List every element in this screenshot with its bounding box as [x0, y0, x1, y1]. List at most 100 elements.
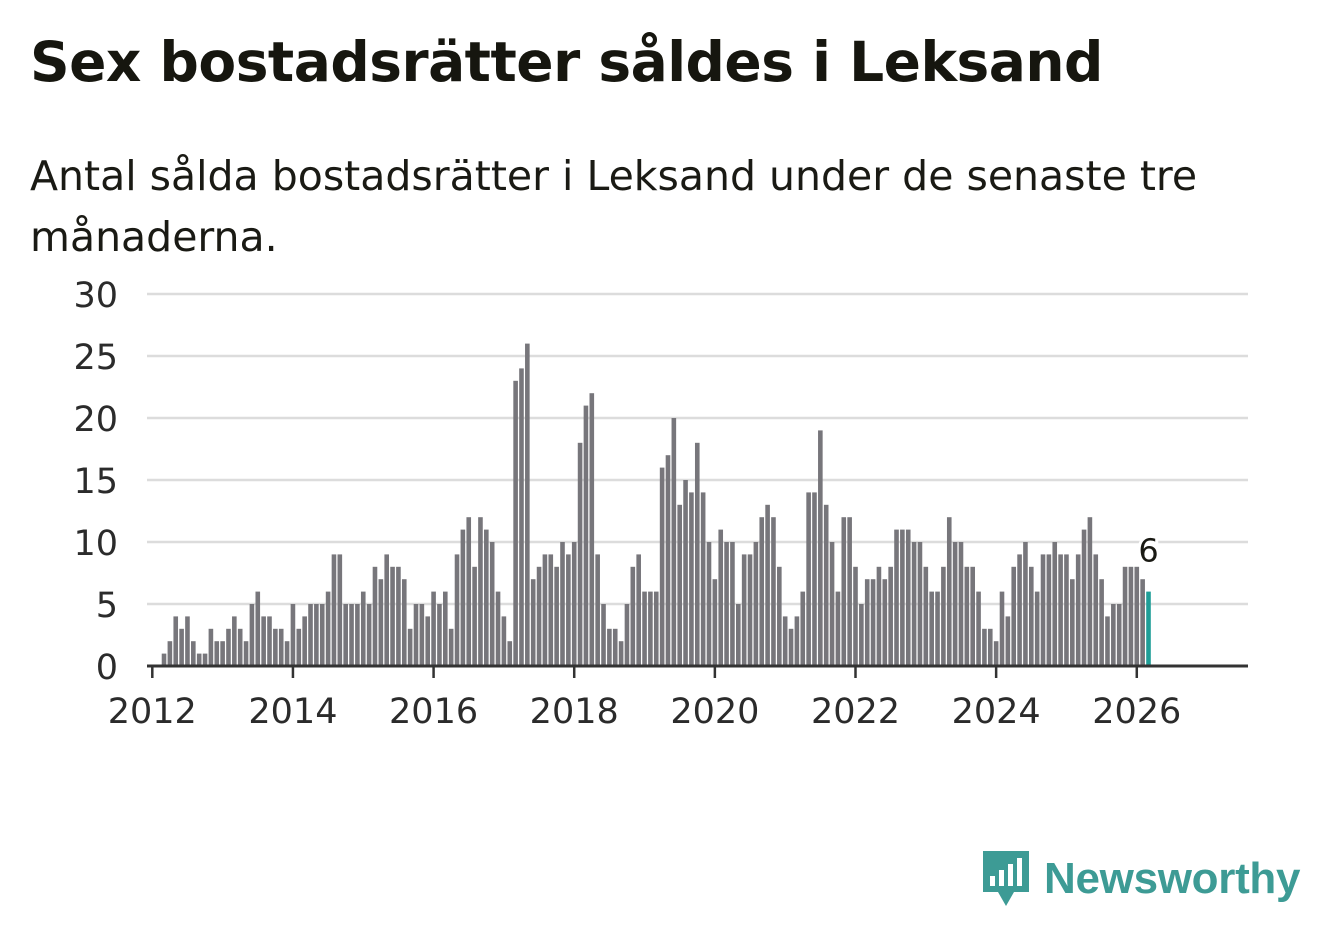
bar [794, 616, 800, 666]
bar [864, 579, 870, 666]
bar [325, 591, 331, 666]
bar [448, 628, 454, 666]
x-tick-label: 2020 [670, 692, 759, 732]
bar [501, 616, 507, 666]
y-tick-label: 10 [73, 524, 118, 564]
bar [648, 591, 653, 666]
bar [1040, 554, 1046, 666]
bar [835, 591, 841, 666]
bar [413, 604, 419, 666]
bar [196, 653, 202, 666]
x-tick-label: 2026 [1092, 692, 1181, 732]
bar [237, 628, 243, 666]
bar [566, 554, 571, 666]
bar [489, 542, 495, 666]
bar [771, 517, 776, 666]
bar [999, 591, 1005, 666]
bar [495, 591, 501, 666]
y-tick-label: 15 [73, 462, 118, 502]
bar [941, 566, 946, 666]
bar [888, 566, 893, 666]
bar [601, 604, 606, 666]
bar [255, 591, 261, 666]
bar [554, 566, 559, 666]
bar [530, 579, 536, 666]
bar [976, 591, 981, 666]
bar [378, 579, 384, 666]
bar [1111, 604, 1116, 666]
bar [1011, 566, 1017, 666]
bar [484, 529, 489, 666]
newsworthy-logo[interactable]: Newsworthy [980, 848, 1300, 910]
bar [747, 554, 753, 666]
y-axis-labels: 0 5 10 15 20 25 30 [73, 276, 118, 688]
brand-name: Newsworthy [1044, 854, 1301, 903]
bar [677, 504, 682, 666]
bar [1052, 542, 1058, 666]
bar [296, 628, 302, 666]
bar [665, 455, 671, 666]
bar [290, 604, 296, 666]
bars [161, 343, 1151, 666]
bar [349, 604, 354, 666]
bar [525, 343, 530, 666]
bar [636, 554, 641, 666]
bar [765, 504, 770, 666]
x-tick-label: 2012 [108, 692, 197, 732]
bar [261, 616, 266, 666]
bar [243, 641, 249, 666]
bar [853, 566, 858, 666]
bar [548, 554, 554, 666]
bar [741, 554, 747, 666]
bar [1128, 566, 1134, 666]
bar [1070, 579, 1075, 666]
bar [443, 591, 448, 666]
bar [384, 554, 389, 666]
bar [208, 628, 214, 666]
y-tick-label: 20 [73, 400, 118, 440]
bar [712, 579, 718, 666]
bar [1064, 554, 1069, 666]
bar [736, 604, 741, 666]
bar [577, 442, 583, 666]
bar [583, 405, 589, 666]
bar [683, 480, 688, 666]
bar [372, 566, 378, 666]
bar [782, 616, 788, 666]
bar [689, 492, 694, 666]
bar [905, 529, 911, 666]
bar [618, 641, 624, 666]
bar [607, 628, 612, 666]
latest-value-label: 6 [1138, 532, 1158, 570]
bar [571, 542, 577, 666]
bar [220, 641, 225, 666]
bar [812, 492, 817, 666]
bar [407, 628, 413, 666]
bar [185, 616, 190, 666]
bar [226, 628, 231, 666]
bar [278, 628, 284, 666]
bar [366, 604, 372, 666]
bar [1034, 591, 1040, 666]
y-tick-label: 30 [73, 276, 118, 316]
bar [900, 529, 905, 666]
bar [173, 616, 179, 666]
bar [806, 492, 811, 666]
bar [823, 504, 829, 666]
bar [302, 616, 307, 666]
bar [1005, 616, 1011, 666]
bar [788, 628, 794, 666]
bar [437, 604, 442, 666]
bar [911, 542, 917, 666]
bar [337, 554, 343, 666]
bar [249, 604, 255, 666]
bar [396, 566, 401, 666]
bar [1087, 517, 1093, 666]
x-tick-label: 2022 [811, 692, 900, 732]
bar [1023, 542, 1028, 666]
bar [595, 554, 600, 666]
bar [800, 591, 806, 666]
bar [1093, 554, 1099, 666]
x-tick-label: 2018 [530, 692, 619, 732]
chart-subtitle: Antal sålda bostadsrätter i Leksand unde… [30, 152, 1198, 261]
